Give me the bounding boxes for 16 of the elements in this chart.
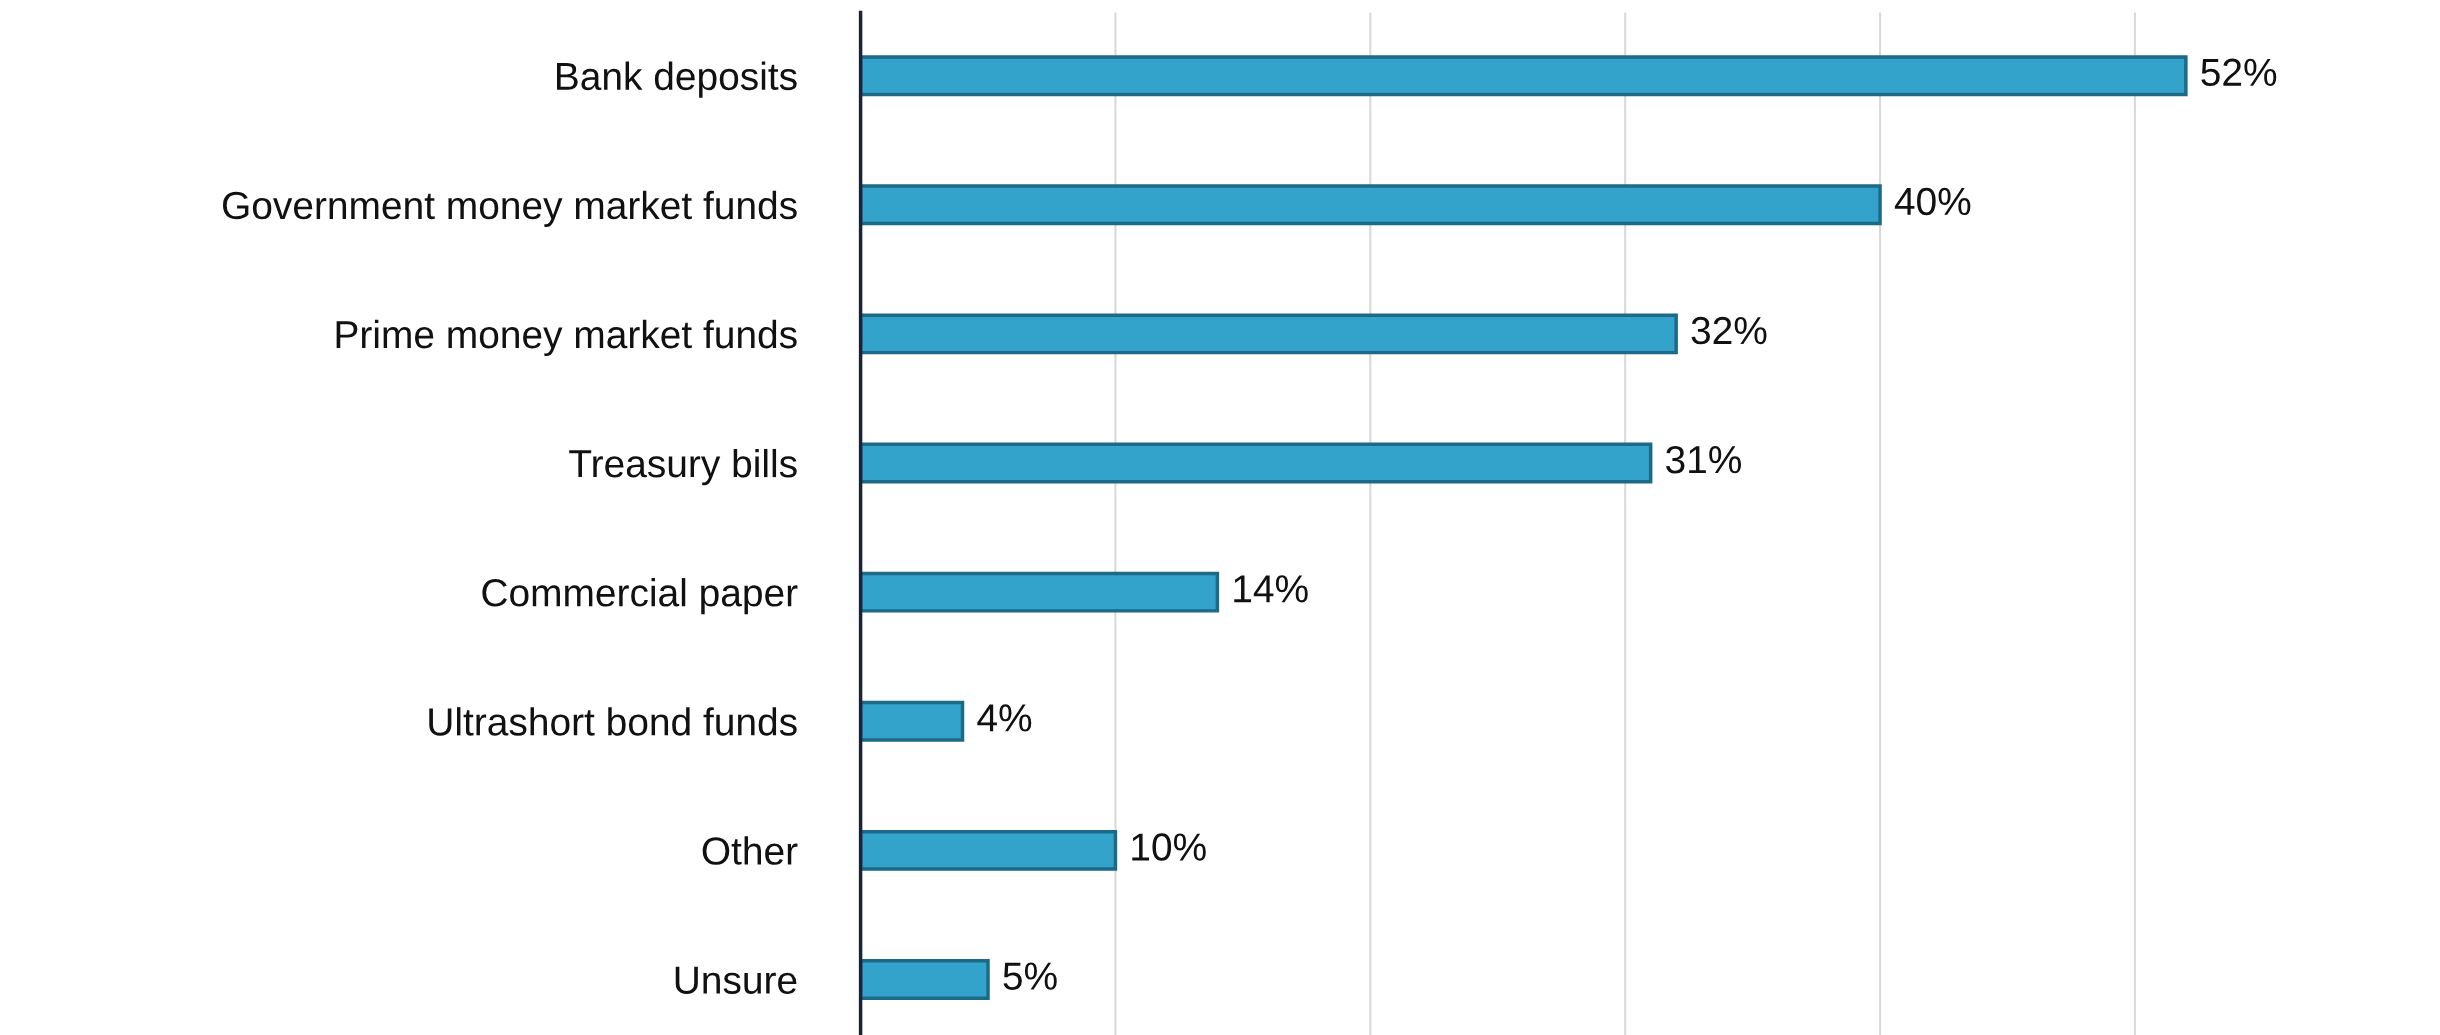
- y-tick-label: Bank deposits: [557, 61, 797, 98]
- y-tick-label: Commercial paper: [482, 578, 798, 615]
- data-label: 32%: [1691, 316, 1767, 345]
- y-tick-label: Treasury bills: [569, 448, 797, 486]
- y-tick-label: Other: [702, 836, 798, 865]
- data-label: 14%: [1234, 575, 1308, 603]
- data-label: 10%: [1132, 833, 1206, 861]
- data-label: 52%: [2201, 58, 2277, 87]
- data-label: 5%: [1003, 962, 1057, 990]
- data-label: 40%: [1894, 187, 1971, 216]
- y-tick-label: Ultrashort bond funds: [429, 707, 797, 736]
- y-tick-label: Unsure: [675, 966, 797, 994]
- data-label: 31%: [1666, 445, 1741, 474]
- y-tick-label: Government money market funds: [222, 190, 797, 227]
- data-label: 4%: [977, 704, 1032, 732]
- y-tick-label: Prime money market funds: [336, 319, 797, 357]
